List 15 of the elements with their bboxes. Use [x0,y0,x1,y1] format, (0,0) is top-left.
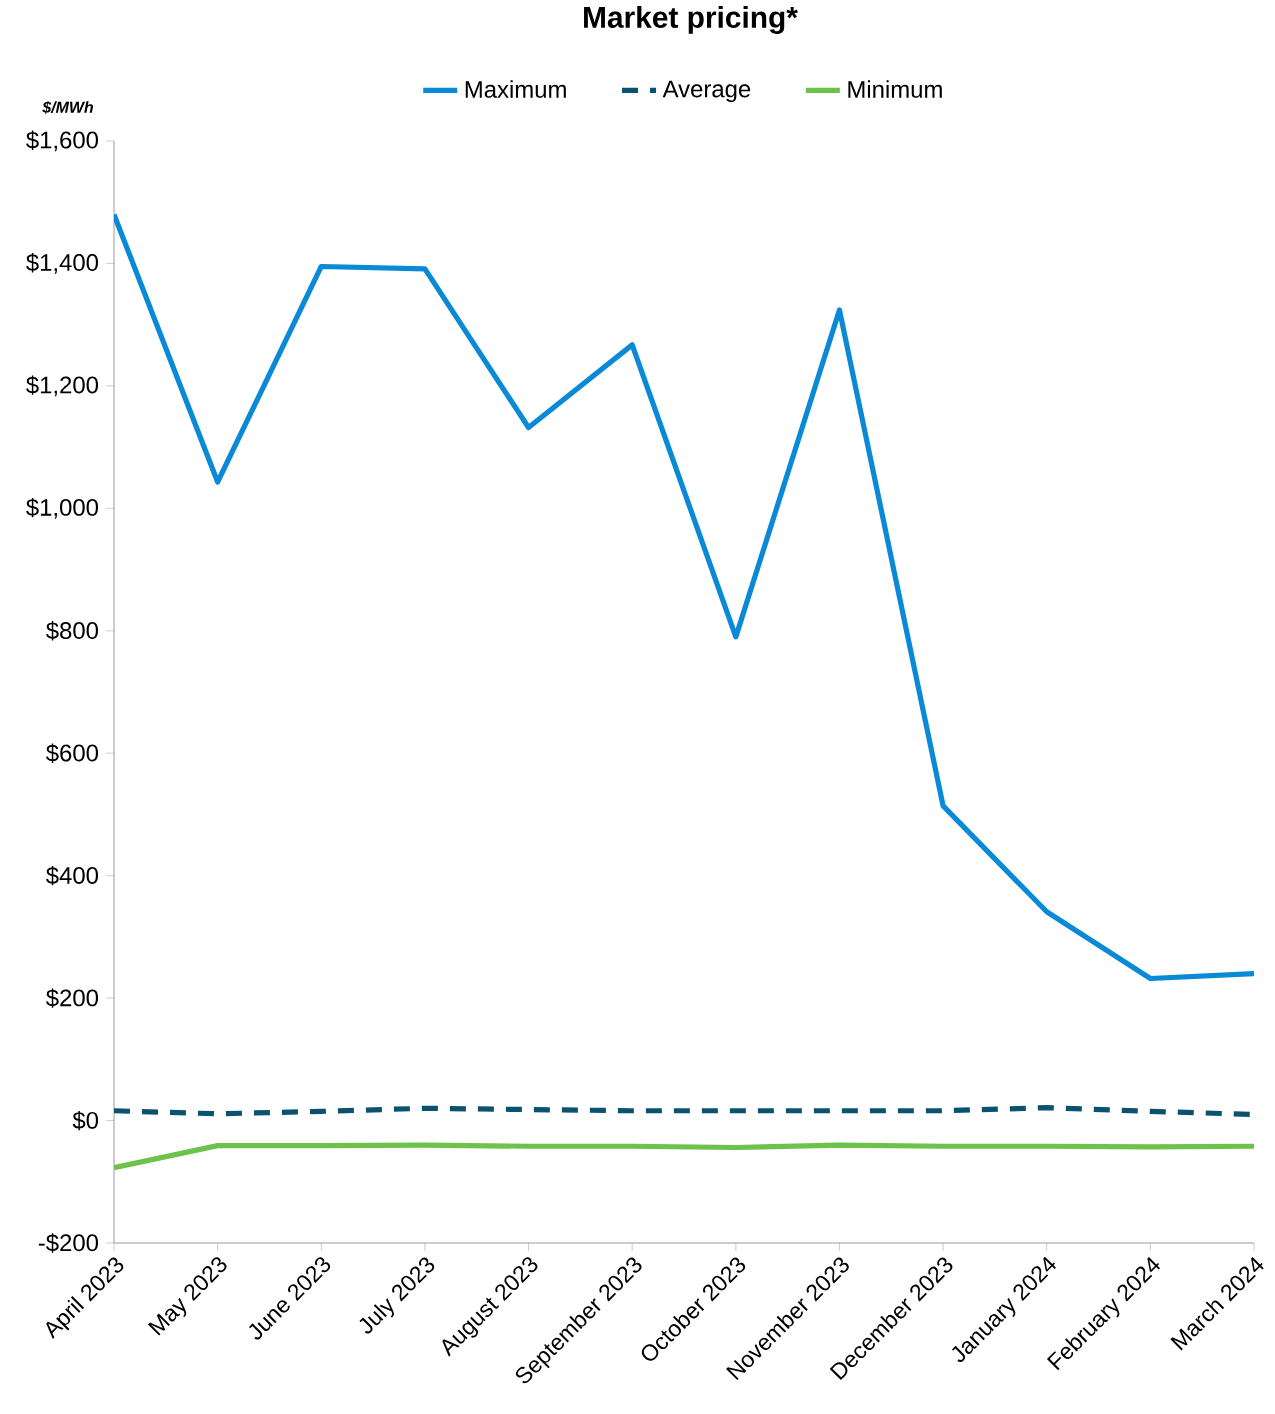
y-tick-label: -$200 [38,1233,99,1253]
y-tick-label: $400 [46,865,99,886]
legend-label: Average [662,80,751,103]
y-tick-label: $1,600 [26,130,99,152]
y-axis-title: $/MWh [42,100,93,114]
chart-title: Market pricing* [584,5,798,34]
y-tick-label: $1,000 [26,497,99,519]
y-tick-label: $1,400 [26,253,99,274]
legend-label: Maximum [465,80,566,98]
legend-label: Minimum [848,80,942,98]
y-tick-label: $1,200 [26,375,99,397]
y-tick-label: $800 [46,621,99,641]
y-tick-label: $200 [46,988,99,1008]
y-tick-label: $600 [46,743,99,763]
y-tick-label: $0 [72,1110,99,1131]
